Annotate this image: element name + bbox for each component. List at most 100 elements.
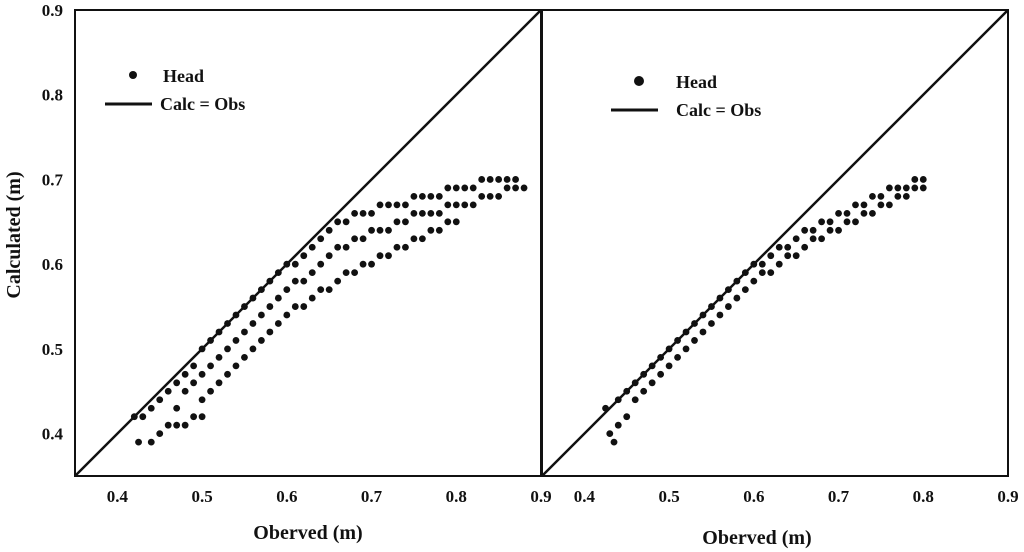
left-data-point	[520, 184, 528, 192]
left-data-point	[224, 370, 231, 378]
left-data-point	[147, 404, 155, 412]
left-data-point	[181, 387, 189, 395]
left-data-point	[241, 353, 248, 361]
left-data-point	[291, 303, 299, 310]
right-data-point	[911, 176, 919, 183]
left-data-point	[317, 286, 325, 293]
left-data-point	[215, 328, 223, 336]
left-data-point	[173, 404, 181, 412]
right-data-point	[699, 328, 707, 336]
right-data-point	[809, 235, 817, 243]
left-y-tick-labels: 0.4 0.5 0.6 0.7 0.8 0.9	[42, 1, 64, 444]
left-data-point	[190, 413, 198, 421]
left-data-point	[266, 277, 274, 285]
right-data-point	[784, 243, 792, 251]
left-data-point	[435, 226, 443, 234]
left-data-point	[283, 311, 291, 319]
left-data-point	[393, 243, 401, 251]
left-data-point	[300, 303, 308, 310]
left-data-point	[249, 320, 257, 327]
left-x-tick-label: 0.8	[446, 487, 467, 506]
right-x-axis-title: Oberved (m)	[702, 527, 811, 549]
left-data-point	[427, 193, 435, 200]
left-data-point	[393, 218, 401, 226]
right-points-group	[602, 176, 927, 446]
left-legend-line-label: Calc = Obs	[160, 94, 245, 114]
left-data-point	[376, 226, 384, 234]
left-data-point	[495, 176, 503, 183]
left-legend-head-label: Head	[163, 66, 204, 86]
left-data-point	[325, 226, 333, 234]
right-legend-head-label: Head	[676, 72, 717, 92]
right-data-point	[784, 252, 792, 260]
left-data-point	[427, 226, 435, 234]
right-x-tick-label: 0.7	[828, 487, 850, 506]
left-data-point	[249, 294, 257, 302]
left-data-point	[512, 176, 519, 183]
left-data-point	[393, 201, 401, 209]
right-data-point	[885, 184, 893, 192]
left-x-tick-label: 0.4	[107, 487, 129, 506]
right-data-point	[852, 218, 859, 226]
right-data-point	[835, 209, 842, 217]
left-data-point	[173, 421, 181, 429]
right-data-point	[843, 209, 851, 217]
right-data-point	[674, 353, 681, 361]
right-data-point	[775, 243, 783, 251]
right-data-point	[767, 252, 775, 260]
left-data-point	[325, 252, 333, 260]
right-x-tick-label: 0.6	[743, 487, 764, 506]
right-data-point	[631, 396, 639, 404]
left-data-point	[232, 337, 240, 344]
right-data-point	[741, 269, 749, 277]
right-data-point	[733, 277, 741, 285]
right-x-tick-label: 0.5	[658, 487, 679, 506]
left-data-point	[164, 421, 172, 429]
left-data-point	[351, 269, 358, 277]
left-data-point	[444, 218, 452, 226]
right-data-point	[758, 269, 766, 277]
left-data-point	[385, 201, 392, 209]
left-data-point	[308, 243, 316, 251]
right-data-point	[648, 362, 656, 370]
right-data-point	[623, 413, 631, 421]
right-data-point	[725, 303, 732, 310]
left-data-point	[181, 421, 189, 429]
right-data-point	[657, 353, 665, 361]
left-data-point	[156, 396, 164, 404]
left-data-point	[342, 269, 350, 277]
right-data-point	[708, 303, 715, 310]
left-data-point	[495, 193, 503, 200]
right-data-point	[801, 226, 809, 234]
left-data-point	[190, 379, 198, 387]
right-legend-line-label: Calc = Obs	[676, 100, 761, 120]
left-data-point	[512, 184, 519, 192]
right-data-point	[902, 193, 910, 200]
right-legend-head-marker	[634, 76, 644, 86]
left-data-point	[452, 201, 460, 209]
right-data-point	[640, 370, 648, 378]
right-data-point	[614, 421, 622, 429]
left-data-point	[283, 260, 291, 268]
left-data-point	[215, 379, 223, 387]
left-data-point	[418, 193, 426, 200]
left-data-point	[291, 277, 299, 285]
left-data-point	[359, 209, 367, 217]
right-data-point	[860, 201, 868, 209]
left-data-point	[308, 294, 316, 302]
left-y-tick-label: 0.5	[42, 340, 63, 359]
left-data-point	[435, 209, 443, 217]
right-data-point	[919, 176, 927, 183]
left-data-point	[224, 345, 231, 353]
left-data-point	[325, 286, 333, 293]
left-data-point	[334, 243, 342, 251]
left-y-tick-label: 0.7	[42, 170, 64, 189]
left-data-point	[435, 193, 443, 200]
right-x-tick-labels: 0.4 0.5 0.6 0.7 0.8 0.9	[574, 487, 1019, 506]
left-data-point	[173, 379, 181, 387]
left-data-point	[402, 243, 409, 251]
right-data-point	[716, 294, 724, 302]
left-x-tick-label: 0.7	[361, 487, 383, 506]
right-data-point	[869, 209, 876, 217]
right-x-tick-label: 0.4	[574, 487, 596, 506]
